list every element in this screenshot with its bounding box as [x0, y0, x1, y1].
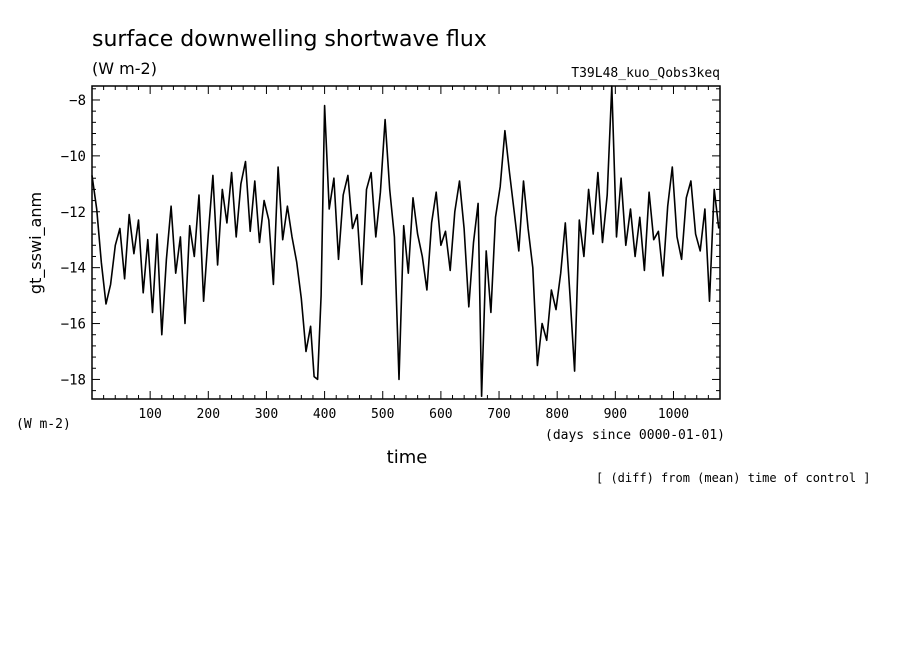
x-tick-label: 1000: [658, 407, 689, 422]
x-tick-label: 500: [371, 407, 394, 422]
series-line: [91, 85, 720, 398]
y-tick-label: −16: [61, 317, 86, 333]
footnote: [ (diff) from (mean) time of control ]: [596, 471, 871, 485]
y-tick-label: −18: [61, 372, 86, 388]
x-units-label: (days since 0000-01-01): [545, 428, 725, 443]
y-axis-label: gt_sswi_anm: [26, 192, 46, 294]
x-tick-label: 400: [313, 407, 336, 422]
chart-title: surface downwelling shortwave flux: [92, 27, 487, 52]
x-tick-label: 100: [138, 407, 161, 422]
x-tick-label: 700: [487, 407, 510, 422]
x-tick-label: 600: [429, 407, 452, 422]
x-tick-label: 800: [545, 407, 568, 422]
chart-units: (W m-2): [92, 59, 157, 78]
plot-area: 100 200 300 400 500 600 700 800 900 1000 −8 −10 −12 −…: [61, 85, 721, 422]
y-tick-label: −10: [61, 149, 86, 165]
x-axis-label: time: [387, 447, 428, 468]
y-units-label: (W m-2): [16, 417, 71, 432]
x-tick-label: 300: [255, 407, 278, 422]
experiment-label: T39L48_kuo_Qobs3keq: [571, 66, 720, 81]
x-tick-label: 200: [197, 407, 220, 422]
x-tick-label: 900: [604, 407, 627, 422]
y-tick-label: −14: [61, 261, 86, 277]
y-tick-label: −12: [61, 205, 86, 221]
y-tick-label: −8: [69, 93, 86, 109]
